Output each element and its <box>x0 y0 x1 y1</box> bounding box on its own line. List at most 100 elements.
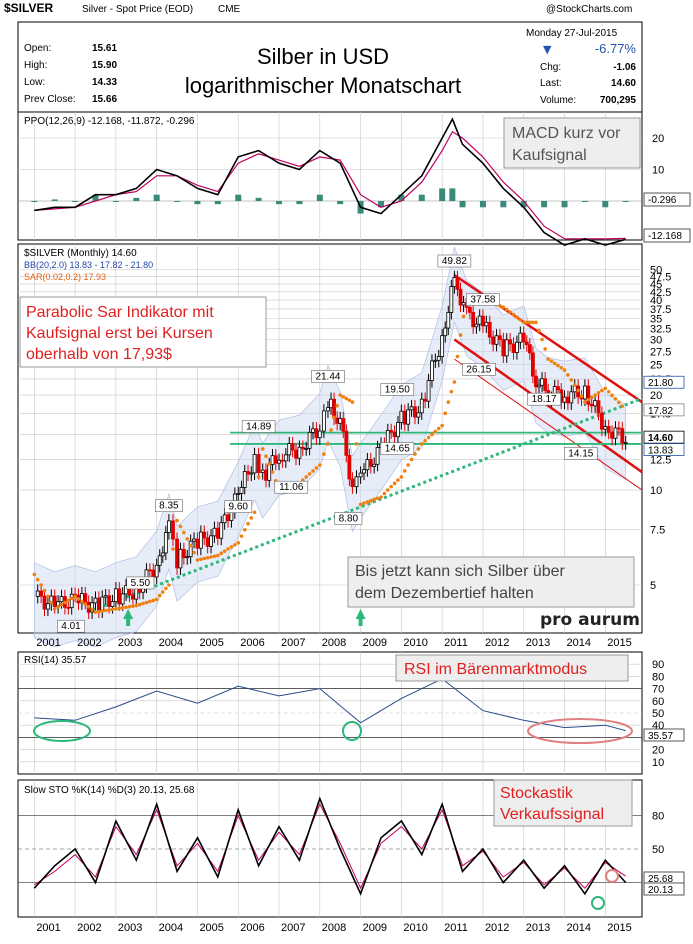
candle-body <box>321 410 326 432</box>
candle-body <box>171 520 175 540</box>
symbol: $SILVER <box>4 1 53 15</box>
sar-dot <box>52 607 57 611</box>
sar-dot <box>436 426 441 431</box>
down-arrow-icon: ▼ <box>543 43 552 56</box>
ppo-histogram-bar <box>459 201 466 208</box>
sto-label: Slow STO %K(14) %D(3) 20.13, 25.68 <box>24 785 195 796</box>
sar-dot <box>188 543 193 548</box>
sar-dot <box>39 583 43 587</box>
candle-body <box>372 463 377 467</box>
sar-dot <box>103 608 108 613</box>
candle-body <box>178 548 183 569</box>
annotation-sar: Parabolic Sar Indikator mit Kaufsignal e… <box>19 296 267 368</box>
ppo-histogram-bar <box>31 201 38 202</box>
sar-dot <box>566 373 570 377</box>
candle-body <box>192 538 196 542</box>
stats-left: Open: 15.61 High: 15.90 Low: 14.33 Prev … <box>24 43 117 105</box>
sar-dot <box>379 495 383 499</box>
candle-body <box>556 386 560 391</box>
axis-layer: 2001 2001 2002 2002 2003 2003 2004 2004 2005 2005… <box>36 637 631 934</box>
candle-body <box>117 588 122 605</box>
sar-dot <box>73 594 77 599</box>
x-tick-label-top: 2006 <box>240 637 264 649</box>
sar-dot <box>209 555 213 559</box>
x-tick-label-bottom: 2008 <box>322 922 346 934</box>
annotation-sto-line1: Stockastik <box>500 785 574 802</box>
ppo-histogram-bar <box>439 188 446 201</box>
candle-body <box>491 336 496 345</box>
candle-body <box>329 398 333 409</box>
ppo-y-tick: 10 <box>652 165 664 177</box>
price-y-tick: 35 <box>650 313 662 325</box>
sar-dot <box>423 438 427 443</box>
candle-body <box>110 601 115 607</box>
candle-body <box>449 286 454 313</box>
candle-body <box>198 531 203 549</box>
sar-dot <box>141 601 145 606</box>
up-arrow-icon <box>355 609 366 626</box>
candle-body <box>413 406 417 418</box>
sar-dot <box>326 442 330 446</box>
pro-aurum-watermark: pro aurum <box>540 610 640 630</box>
candle-body <box>392 431 397 438</box>
candle-body <box>467 306 472 313</box>
candle-body <box>440 335 445 357</box>
sar-dot <box>246 521 250 526</box>
candle-body <box>287 443 292 456</box>
sar-dot <box>226 547 230 551</box>
channel-inner-line <box>454 358 643 491</box>
candle-body <box>389 430 394 433</box>
sar-dot <box>579 394 584 398</box>
candle-body <box>260 469 265 474</box>
sar-dot <box>332 415 336 420</box>
sar-dot <box>134 603 139 608</box>
sar-dot <box>131 604 135 608</box>
sar-dot <box>426 435 431 440</box>
x-tick-label-bottom: 2014 <box>567 922 591 934</box>
candle-body <box>620 428 625 444</box>
stat-volume-label: Volume: <box>540 95 576 106</box>
stats-right: Monday 27-Jul-2015 ▼ -6.77% Chg: -1.06 L… <box>526 28 636 106</box>
sar-dot <box>311 469 315 473</box>
candle-body <box>521 332 526 343</box>
sar-dot <box>543 347 547 351</box>
sar-dot <box>586 397 591 402</box>
x-tick-label-top: 2007 <box>281 637 305 649</box>
ppo-layer: 20 10 -0.296 -12.168 <box>18 117 691 246</box>
candle-body <box>589 403 594 407</box>
price-legend-2: BB(20,2.0) 13.83 - 17.82 - 21.80 <box>24 260 153 270</box>
ppo-histogram-bar <box>276 201 283 205</box>
price-data-label: 21.44 <box>315 372 340 383</box>
sto-value-tag <box>643 882 685 896</box>
sar-dot <box>338 393 342 397</box>
sar-dot <box>358 502 363 507</box>
sar-dot <box>613 396 618 401</box>
sto-highlight-circle <box>605 869 619 883</box>
annotation-rsi-box <box>395 654 629 682</box>
candle-body <box>35 590 40 597</box>
date: Monday 27-Jul-2015 <box>526 28 618 39</box>
price-value-tag <box>643 430 685 444</box>
ppo-histogram-bar <box>449 188 456 201</box>
candle-body <box>416 412 421 418</box>
chart-title-line2: logarithmischer Monatschart <box>185 73 461 98</box>
price-y-tick: 50 <box>650 265 662 277</box>
sar-dot <box>399 475 404 479</box>
sar-dot <box>354 442 359 446</box>
price-value-tag <box>643 403 685 417</box>
x-tick-label-top: 2003 <box>118 637 142 649</box>
x-tick-label-bottom: 2001 <box>36 922 60 934</box>
candle-body <box>443 327 448 337</box>
sar-dot <box>56 604 60 609</box>
candle-body <box>402 410 407 425</box>
candle-body <box>90 602 94 613</box>
candle-body <box>229 511 234 521</box>
sar-dot <box>171 547 175 551</box>
price-y-tick: 5 <box>650 580 656 592</box>
rsi-y-tick: 20 <box>652 745 664 757</box>
sar-dot <box>233 543 237 547</box>
candle-body <box>452 277 457 288</box>
sar-dot <box>440 423 444 428</box>
annotation-sto-box <box>493 779 633 827</box>
ppo-histogram-bar <box>602 201 609 208</box>
